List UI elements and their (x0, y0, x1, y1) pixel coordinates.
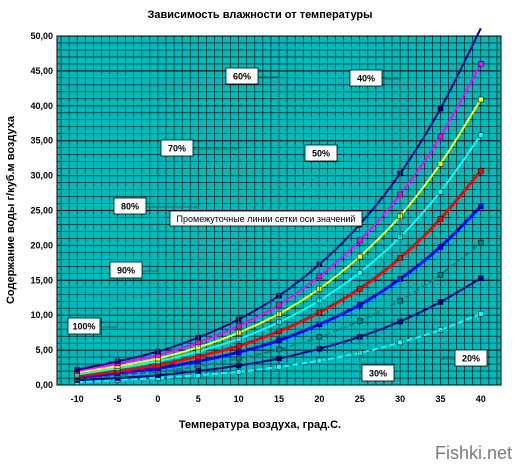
y-tick-label: 15,00 (30, 275, 53, 285)
x-tick-label: 15 (274, 394, 284, 404)
series-point-5 (195, 358, 202, 365)
curve-label-box (454, 349, 488, 367)
curve-label-box (67, 317, 101, 335)
x-tick-label: 35 (435, 394, 445, 404)
x-tick-label: 20 (314, 394, 324, 404)
y-tick-label: 20,00 (30, 240, 53, 250)
series-point-5 (478, 203, 484, 210)
series-point-6 (235, 355, 242, 362)
series-point-1 (478, 61, 484, 67)
chart-title: Зависимость влажности от температуры (147, 9, 373, 21)
x-axis-label: Температура воздуха, град.С. (178, 419, 342, 431)
series-point-4 (437, 216, 444, 222)
series-point-7 (235, 362, 242, 369)
series-point-6 (316, 334, 323, 340)
series-point-4 (356, 285, 363, 292)
series-point-3 (478, 132, 484, 138)
x-tick-label: -10 (71, 394, 84, 404)
curve-label-box (349, 69, 383, 87)
series-point-6 (478, 239, 484, 246)
series-point-3 (437, 188, 444, 195)
series-point-7 (276, 355, 282, 362)
series-point-3 (356, 269, 363, 276)
y-tick-label: 0,00 (35, 380, 53, 390)
x-tick-label: 0 (155, 394, 160, 404)
y-tick-label: 45,00 (30, 66, 53, 76)
label-leader-line (382, 78, 401, 301)
y-tick-label: 40,00 (30, 101, 53, 111)
series-point-6 (276, 346, 282, 353)
series-point-4 (235, 343, 242, 349)
curve-label: 30% (369, 369, 387, 379)
curve-label: 100% (72, 322, 95, 332)
label-leader-line (193, 148, 240, 339)
y-tick-label: 50,00 (30, 31, 53, 41)
series-point-7 (437, 299, 444, 305)
y-tick-label: 25,00 (30, 206, 53, 216)
series-point-7 (195, 368, 202, 374)
series-point-5 (356, 301, 363, 308)
y-tick-label: 10,00 (30, 310, 53, 320)
series-line-0 (76, 27, 482, 371)
series-point-5 (276, 337, 282, 344)
series-point-7 (316, 345, 323, 352)
watermark-text: Fishki.net (434, 443, 512, 463)
curve-label-box (109, 261, 143, 279)
x-tick-label: 10 (234, 394, 244, 404)
series-point-8 (276, 364, 282, 370)
x-tick-label: 30 (395, 394, 405, 404)
series-point-4 (195, 353, 202, 360)
curve-label-box (361, 364, 395, 382)
curve-label: 50% (312, 149, 330, 159)
curve-label: 60% (233, 72, 251, 82)
series-point-1 (356, 237, 363, 244)
x-tick-label: 40 (476, 394, 486, 404)
series-point-8 (478, 311, 484, 317)
x-tick-label: 25 (355, 394, 365, 404)
series-point-0 (74, 366, 80, 373)
series-point-2 (478, 96, 484, 103)
curve-label: 70% (168, 144, 186, 154)
y-tick-label: 5,00 (35, 345, 53, 355)
series-point-6 (195, 363, 202, 369)
curve-label-box (304, 144, 338, 162)
annotation-box (169, 210, 363, 227)
label-leader-line (100, 326, 119, 362)
curve-label: 90% (117, 266, 135, 276)
series-point-8 (316, 357, 323, 364)
series-point-8 (397, 339, 403, 346)
series-point-4 (478, 167, 484, 174)
curve-label-box (225, 67, 259, 85)
series-point-0 (437, 105, 444, 112)
series-point-6 (356, 318, 363, 324)
curve-label: 80% (121, 202, 139, 212)
series-point-5 (437, 244, 444, 250)
curve-label: 40% (357, 74, 375, 84)
curve-label-box (160, 139, 194, 157)
label-leader-line (142, 270, 159, 355)
series-point-8 (235, 368, 242, 375)
label-leader-line (258, 76, 280, 332)
series-point-7 (397, 318, 403, 325)
series-point-2 (356, 253, 363, 260)
y-tick-label: 30,00 (30, 171, 53, 181)
series-point-7 (478, 275, 484, 281)
x-tick-label: -5 (114, 394, 122, 404)
label-leader-line (146, 206, 199, 348)
annotation-text: Промежуточные линии сетки оси значений (177, 214, 356, 224)
series-point-6 (437, 271, 444, 278)
y-tick-label: 35,00 (30, 136, 53, 146)
series-point-2 (437, 160, 444, 167)
x-tick-label: 5 (196, 394, 201, 404)
series-point-1 (437, 133, 444, 140)
curve-label: 20% (462, 354, 480, 364)
curve-label-box (113, 197, 147, 215)
series-point-5 (235, 349, 242, 355)
